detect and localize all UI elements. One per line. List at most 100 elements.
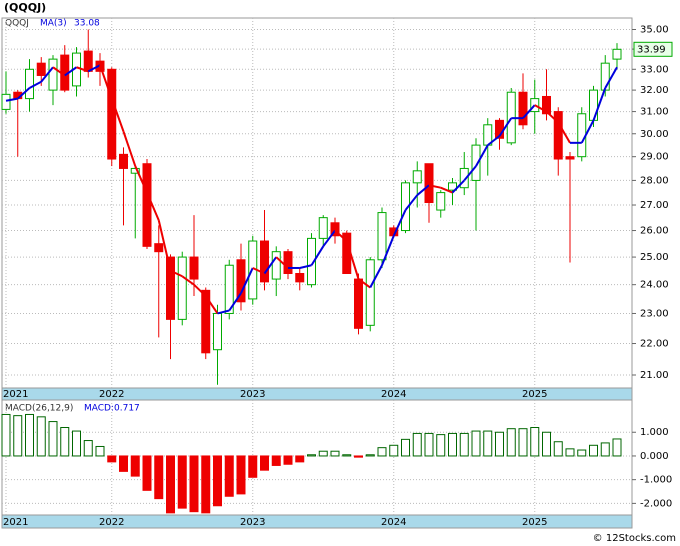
candle-body (213, 312, 222, 351)
macd-bar (177, 455, 187, 509)
ma-segment (392, 209, 407, 237)
date-band (1, 387, 633, 401)
candle-body (436, 192, 446, 211)
ma-segment (204, 295, 219, 315)
macd-bar (260, 455, 269, 471)
candle-body (553, 111, 563, 160)
ma-segment (604, 66, 618, 89)
ma-segment (252, 267, 265, 275)
x-tick-label: 2023 (240, 517, 265, 528)
candle-body (542, 95, 551, 115)
candle-body (412, 170, 422, 184)
y-tick-label: 1.000 (640, 427, 669, 438)
macd-bar (506, 428, 516, 457)
macd-bar (72, 430, 81, 457)
y-tick-label: -1.000 (640, 475, 672, 486)
candle-body (142, 163, 152, 247)
macd-bar (530, 427, 540, 457)
macd-bar (436, 434, 446, 457)
last-price-box (633, 41, 673, 57)
y-tick-label: 30.00 (640, 129, 669, 140)
x-tick-label: 2025 (522, 517, 547, 528)
ma-segment (110, 98, 125, 132)
candle-body (1, 93, 11, 110)
ma-segment (592, 87, 607, 121)
macd-bar (48, 421, 58, 457)
macd-bar (25, 413, 34, 457)
candle-body (307, 237, 316, 286)
candle-body (318, 217, 328, 239)
y-tick-label: 29.00 (640, 152, 669, 163)
macd-bar (471, 430, 481, 457)
candle-body (565, 156, 575, 160)
y-tick-label: 23.00 (640, 308, 669, 319)
ma-segment (181, 275, 195, 286)
candle-body (330, 222, 340, 237)
ma-segment (263, 256, 278, 275)
y-tick-label: 33.00 (640, 64, 669, 75)
candle-body (224, 264, 234, 314)
ma-segment (64, 66, 78, 77)
candle-body (260, 240, 269, 283)
macd-legend-value: MACD:0.717 (84, 404, 140, 414)
macd-bar (248, 455, 258, 478)
ma-segment (345, 240, 360, 280)
candle-body (83, 50, 93, 72)
candle-body (354, 278, 363, 329)
candle-body (295, 272, 305, 283)
y-tick-label: 32.00 (640, 85, 669, 96)
legend-ma: MA(3) (40, 19, 67, 29)
macd-bar (448, 432, 457, 457)
last-price: 33.99 (637, 44, 666, 55)
macd-bar (83, 440, 93, 457)
ma-segment (40, 66, 54, 83)
candle-body (448, 182, 457, 191)
macd-bar (542, 431, 551, 457)
candle-body (577, 113, 587, 158)
candle-body (459, 167, 469, 189)
macd-bar (271, 455, 281, 466)
y-tick-label: 28.00 (640, 175, 669, 186)
ma-segment (487, 135, 501, 146)
candle-body (612, 48, 622, 60)
macd-bar (283, 455, 293, 465)
macd-bar (389, 444, 399, 457)
y-tick-label: 0.000 (640, 451, 669, 462)
macd-bar (189, 455, 199, 513)
macd-bar (330, 450, 340, 457)
macd-bar (495, 431, 504, 457)
ma-segment (228, 292, 242, 312)
macd-bar (553, 441, 563, 457)
candle-body (166, 256, 175, 320)
candle-body (471, 144, 481, 181)
macd-bar (518, 428, 528, 457)
macd-bar (483, 430, 493, 457)
macd-bar (354, 455, 363, 458)
x-tick-label: 2022 (99, 389, 124, 400)
macd-bar (36, 416, 46, 457)
ma-segment (498, 117, 513, 137)
x-tick-label: 2021 (3, 389, 28, 400)
macd-bar (142, 455, 152, 491)
macd-bar (213, 455, 222, 507)
ma-segment (5, 97, 18, 102)
macd-bar (295, 455, 305, 463)
candle-body (201, 289, 211, 354)
macd-bar (119, 455, 128, 472)
ma-segment (451, 179, 465, 194)
macd-bar (166, 455, 175, 514)
macd-bar (201, 455, 211, 514)
ma-segment (99, 64, 113, 99)
ma-segment (29, 80, 42, 89)
macd-bar (154, 455, 164, 500)
ma-segment (310, 245, 325, 266)
ma-segment (522, 104, 536, 119)
candle-body (271, 251, 281, 280)
macd-legend: MACD(26,12,9) (5, 404, 73, 414)
ma-segment (369, 264, 383, 288)
ma-segment (275, 256, 289, 269)
macd-bar (318, 450, 328, 457)
x-tick-label: 2023 (240, 389, 265, 400)
